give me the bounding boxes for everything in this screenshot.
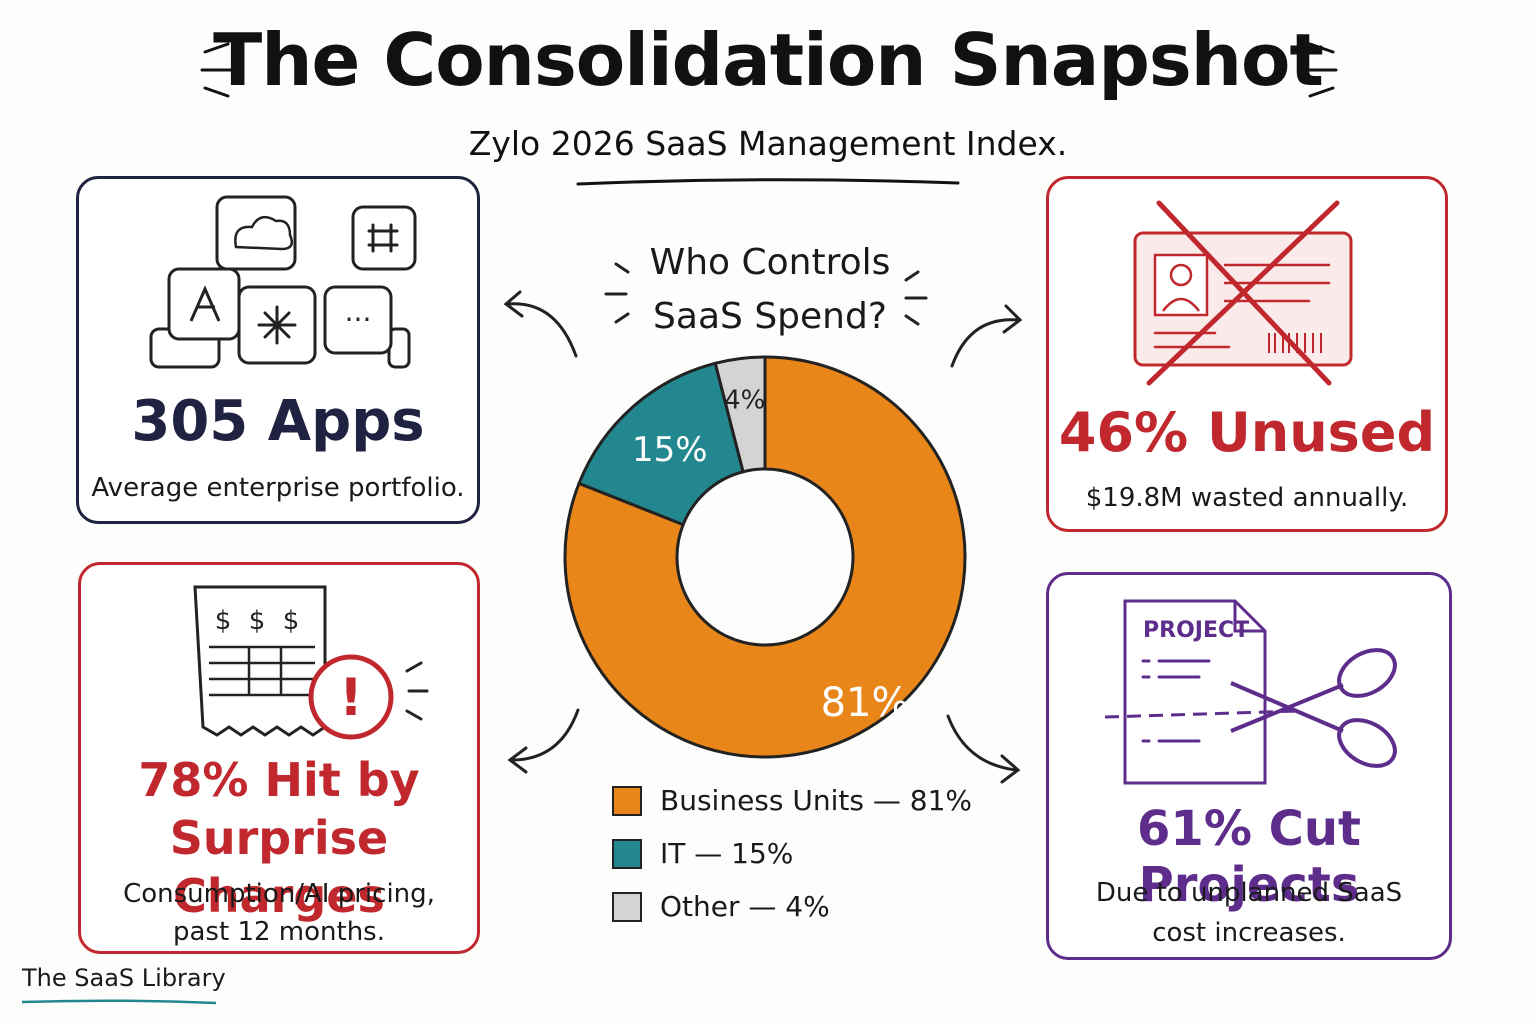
cross-icon xyxy=(1146,200,1340,386)
donut-slice-other xyxy=(713,355,767,474)
question-line2: SaaS Spend? xyxy=(653,296,887,337)
projects-stat: 61% Cut Projects xyxy=(1137,801,1361,913)
legend-item: IT — 15% xyxy=(612,837,972,870)
legend-item: Business Units — 81% xyxy=(612,784,972,817)
page-subtitle: Zylo 2026 SaaS Management Index. xyxy=(468,124,1068,163)
page-title: The Consolidation Snapshot xyxy=(213,18,1324,102)
question-decoration xyxy=(604,262,928,326)
footer-underline xyxy=(21,999,217,1005)
arrow-to-projects xyxy=(946,714,1018,772)
legend-swatch xyxy=(612,891,642,922)
svg-text:$: $ xyxy=(249,606,266,636)
letter-a-icon xyxy=(189,285,221,322)
app-stack-icon: ··· xyxy=(149,195,417,369)
invoice-alert-icon: $ $ $ ! xyxy=(193,585,429,740)
surprise-desc-line2: past 12 months. xyxy=(173,917,385,947)
legend-swatch xyxy=(612,785,642,816)
legend-label: Other — 4% xyxy=(660,890,830,923)
question-line1: Who Controls xyxy=(649,242,891,283)
card-unused: 46% Unused $19.8M wasted annually. xyxy=(1046,176,1448,532)
card-surprise: $ $ $ ! 78% Hit by Surprise Charges Cons… xyxy=(78,562,480,954)
card-projects: PROJECT 61% Cut Projects Due to unplanne… xyxy=(1046,572,1452,960)
arrow-to-apps xyxy=(506,302,578,358)
apps-stat: 305 Apps xyxy=(131,389,425,454)
legend-swatch xyxy=(612,838,642,869)
projects-desc-line2: cost increases. xyxy=(1152,918,1346,948)
donut-chart: 81% 15% 4% xyxy=(563,355,967,759)
arrow-to-surprise xyxy=(510,708,580,762)
projects-desc-line1: Due to unplanned SaaS xyxy=(1095,878,1403,908)
license-card-icon xyxy=(1133,200,1353,386)
donut-slice-it xyxy=(577,361,745,527)
slack-icon xyxy=(367,223,399,253)
surprise-stat-line1: 78% Hit by xyxy=(138,753,420,807)
arrow-to-unused xyxy=(950,318,1020,368)
unused-desc: $19.8M wasted annually. xyxy=(1085,483,1409,513)
apps-desc: Average enterprise portfolio. xyxy=(91,473,465,503)
unused-stat: 46% Unused xyxy=(1058,401,1436,464)
donut-label-it: 15% xyxy=(632,430,708,470)
svg-text:$: $ xyxy=(215,606,232,636)
subtitle-underline xyxy=(576,178,960,186)
svg-text:$: $ xyxy=(283,606,300,636)
spark-icon xyxy=(257,305,297,345)
chart-legend: Business Units — 81% IT — 15% Other — 4% xyxy=(612,784,972,923)
surprise-stat-line2: Surprise Charges xyxy=(169,811,389,923)
scissors-icon xyxy=(1230,648,1397,768)
center-question: Who Controls SaaS Spend? xyxy=(600,236,940,344)
donut-label-business-units: 81% xyxy=(821,680,910,726)
more-icon: ··· xyxy=(345,303,372,336)
donut-label-other: 4% xyxy=(724,385,765,415)
footer-brand: The SaaS Library xyxy=(22,964,226,992)
projects-desc: Due to unplanned SaaS cost increases. xyxy=(1049,873,1449,953)
cloud-icon xyxy=(234,215,293,251)
project-cut-icon: PROJECT xyxy=(1104,599,1397,785)
project-label: PROJECT xyxy=(1143,618,1249,643)
alert-icon: ! xyxy=(339,668,363,728)
legend-item: Other — 4% xyxy=(612,890,972,923)
surprise-desc: Consumption/AI pricing, past 12 months. xyxy=(81,875,477,951)
donut-slice-business-units xyxy=(563,355,967,759)
surprise-desc-line1: Consumption/AI pricing, xyxy=(123,879,435,909)
card-apps: ··· 305 Apps Average enterprise portfoli… xyxy=(76,176,480,524)
legend-label: IT — 15% xyxy=(660,837,794,870)
title-decoration xyxy=(200,42,1338,186)
legend-label: Business Units — 81% xyxy=(660,784,972,817)
surprise-stat: 78% Hit by Surprise Charges xyxy=(81,751,477,925)
